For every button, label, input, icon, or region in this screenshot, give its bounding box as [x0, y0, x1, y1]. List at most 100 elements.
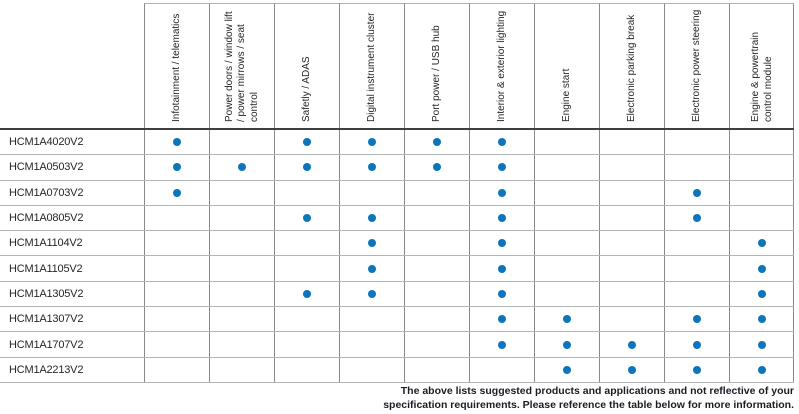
matrix-cell	[404, 205, 469, 231]
application-dot-icon	[303, 163, 311, 172]
application-dot-icon	[238, 163, 246, 172]
matrix-cell	[469, 332, 534, 357]
matrix-cell	[664, 281, 729, 307]
matrix-cell	[339, 205, 404, 231]
matrix-cell	[729, 231, 794, 256]
matrix-cell	[144, 357, 209, 382]
application-dot-icon	[628, 340, 636, 349]
application-dot-icon	[303, 289, 311, 298]
table-row: HCM1A1707V2	[0, 332, 794, 358]
matrix-cell	[469, 130, 534, 155]
matrix-cell	[729, 307, 794, 332]
application-dot-icon	[693, 365, 701, 374]
column-header-1: Infotainment / telematics	[144, 3, 209, 128]
matrix-cell	[469, 256, 534, 281]
application-dot-icon	[693, 315, 701, 324]
application-dot-icon	[693, 340, 701, 349]
application-dot-icon	[757, 315, 766, 324]
matrix-cell	[209, 357, 274, 382]
matrix-cell	[469, 231, 534, 256]
matrix-cell	[209, 281, 274, 307]
column-header-label: Electronic parking break	[626, 14, 638, 122]
matrix-cell	[599, 357, 664, 382]
matrix-cell	[209, 180, 274, 205]
matrix-cell	[664, 231, 729, 256]
matrix-cell	[664, 130, 729, 155]
column-header-6: Interior & exterior lighting	[469, 3, 534, 128]
matrix-cell	[404, 130, 469, 155]
matrix-cell	[274, 231, 339, 256]
matrix-cell	[274, 332, 339, 357]
application-dot-icon	[563, 315, 571, 324]
application-dot-icon	[433, 138, 441, 147]
column-header-label: Engine & powertrain control module	[750, 31, 774, 122]
matrix-cell	[274, 281, 339, 307]
matrix-cell	[209, 256, 274, 281]
matrix-cell	[599, 281, 664, 307]
matrix-cell	[339, 231, 404, 256]
matrix-cell	[664, 332, 729, 357]
matrix-cell	[339, 281, 404, 307]
application-dot-icon	[757, 365, 766, 374]
row-label: HCM1A0805V2	[9, 212, 84, 225]
matrix-cell	[339, 357, 404, 382]
application-dot-icon	[498, 163, 506, 172]
application-dot-icon	[628, 365, 636, 374]
matrix-cell	[664, 307, 729, 332]
matrix-cell	[144, 332, 209, 357]
matrix-cell	[404, 155, 469, 180]
matrix-cell	[469, 205, 534, 231]
matrix-cell	[404, 281, 469, 307]
matrix-cell	[599, 130, 664, 155]
matrix-cell	[729, 332, 794, 357]
matrix-cell	[664, 205, 729, 231]
matrix-cell	[534, 281, 599, 307]
matrix-cell	[729, 130, 794, 155]
matrix-cell	[404, 180, 469, 205]
matrix-cell	[729, 155, 794, 180]
application-dot-icon	[563, 365, 571, 374]
column-header-9: Electronic power steering	[664, 3, 729, 128]
matrix-cell	[144, 281, 209, 307]
matrix-cell	[209, 155, 274, 180]
application-dot-icon	[368, 163, 376, 172]
application-dot-icon	[693, 214, 701, 223]
matrix-cell	[404, 256, 469, 281]
column-header-label: Power doors / window lift / power mirrow…	[223, 11, 260, 122]
application-dot-icon	[303, 138, 311, 147]
column-header-label: Engine start	[561, 68, 573, 122]
matrix-cell	[664, 155, 729, 180]
application-dot-icon	[368, 239, 376, 248]
matrix-cell	[599, 231, 664, 256]
application-dot-icon	[757, 264, 766, 273]
matrix-cell	[599, 256, 664, 281]
matrix-cell	[664, 180, 729, 205]
matrix-cell	[209, 307, 274, 332]
matrix-cell	[729, 180, 794, 205]
matrix-cell	[404, 231, 469, 256]
matrix-cell	[534, 357, 599, 382]
application-dot-icon	[368, 289, 376, 298]
matrix-cell	[144, 155, 209, 180]
application-dot-icon	[173, 163, 181, 172]
matrix-cell	[339, 332, 404, 357]
matrix-cell	[599, 155, 664, 180]
application-dot-icon	[498, 315, 506, 324]
column-header-label: Infotainment / telematics	[171, 13, 183, 122]
matrix-cell	[144, 256, 209, 281]
application-dot-icon	[498, 188, 506, 197]
matrix-cell	[729, 205, 794, 231]
column-header-5: Port power / USB hub	[404, 3, 469, 128]
row-label: HCM1A0503V2	[9, 161, 84, 174]
row-label: HCM1A1104V2	[9, 237, 83, 250]
matrix-cell	[729, 357, 794, 382]
application-dot-icon	[498, 264, 506, 273]
header-label-spacer	[0, 3, 144, 128]
matrix-cell	[469, 307, 534, 332]
row-label: HCM1A4020V2	[9, 136, 84, 149]
application-dot-icon	[498, 340, 506, 349]
product-application-table: Infotainment / telematics Power doors / w…	[0, 3, 794, 383]
row-label: HCM1A1707V2	[9, 338, 84, 351]
column-header-label: Port power / USB hub	[431, 25, 443, 122]
